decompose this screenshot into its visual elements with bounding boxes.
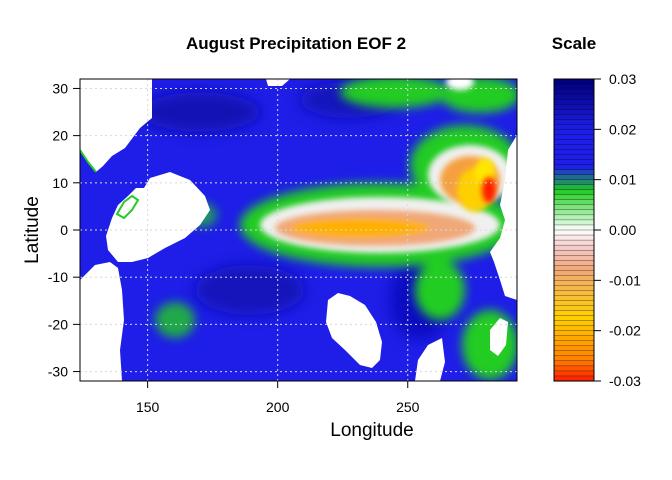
scale-band [553,219,595,226]
scale-band [553,244,595,251]
x-tick-label: 250 [396,399,420,415]
scale-band [553,93,595,100]
y-axis-label: Latitude [22,196,43,264]
scale-band [553,325,595,332]
scale-band [553,139,595,145]
scale-band [553,179,595,186]
scale-band [553,360,595,367]
scale-band [553,330,595,337]
scale-band [553,159,595,166]
scale-band [553,229,595,236]
y-axis: 30 20 10 0 -10 -20 -30 [48,80,80,380]
heatmap-red-core [482,177,496,203]
scale-band [553,275,595,281]
color-scale-bar [553,78,595,382]
x-tick-label: 200 [266,399,290,415]
grid-lines [80,79,517,381]
scale-band [553,255,595,261]
scale-band [553,189,595,196]
scale-band [553,239,595,246]
heatmap-edge-outlines [80,149,140,220]
scale-band [553,345,595,352]
scale-band [553,214,595,221]
scale-band [553,234,595,241]
scale-band [553,98,595,105]
scale-band [553,88,595,95]
scale-band [553,300,595,307]
scale-band [553,169,595,176]
scale-band [553,109,595,115]
scale-band [553,290,595,296]
color-scale-axis: 0.03 0.02 0.01 0.00 -0.01 -0.02 -0.03 [594,71,641,389]
scale-tick-label: 0.03 [609,71,636,87]
chart-title: August Precipitation EOF 2 [186,34,406,53]
scale-band [553,144,595,151]
scale-tick-label: -0.01 [609,272,641,288]
scale-title: Scale [552,34,596,53]
scale-band [553,199,595,206]
heatmap-field [80,79,517,381]
x-axis: 150 200 250 [136,381,420,415]
scale-band [553,350,595,357]
y-tick-label: -30 [48,364,68,380]
scale-band [553,129,595,135]
scale-tick-label: -0.02 [609,323,641,339]
scale-band [553,119,595,125]
scale-band [553,194,595,201]
scale-band [553,355,595,362]
scale-band [553,285,595,291]
scale-band [553,315,595,322]
scale-tick-label: 0.00 [609,222,636,238]
scale-band [553,365,595,372]
scale-band [553,78,595,85]
y-tick-label: 0 [60,222,68,238]
scale-band [553,260,595,266]
scale-band [553,340,595,347]
scale-tick-label: 0.02 [609,121,636,137]
scale-tick-label: 0.01 [609,172,636,188]
scale-band [553,164,595,171]
y-tick-label: -10 [48,269,68,285]
y-tick-label: 10 [52,175,68,191]
scale-band [553,124,595,130]
scale-band [553,184,595,191]
scale-band [553,149,595,156]
scale-band [553,370,595,377]
scale-band [553,335,595,342]
scale-band [553,224,595,231]
scale-tick-label: -0.03 [609,373,641,389]
x-axis-label: Longitude [330,420,413,441]
scale-band [553,265,595,271]
scale-band [553,280,595,286]
heatmap-missing-regions [80,79,517,381]
scale-band [553,83,595,90]
scale-band [553,295,595,302]
x-tick-label: 150 [136,399,160,415]
scale-band [553,114,595,120]
scale-band [553,209,595,216]
scale-band [553,104,595,110]
y-tick-label: -20 [48,316,68,332]
scale-band [553,174,595,181]
y-tick-label: 30 [52,80,68,96]
scale-band [553,204,595,211]
scale-band [553,249,595,256]
scale-band [553,320,595,327]
y-tick-label: 20 [52,128,68,144]
scale-band [553,154,595,161]
scale-band [553,134,595,140]
scale-band [553,270,595,276]
scale-band [553,305,595,312]
scale-band [553,310,595,317]
